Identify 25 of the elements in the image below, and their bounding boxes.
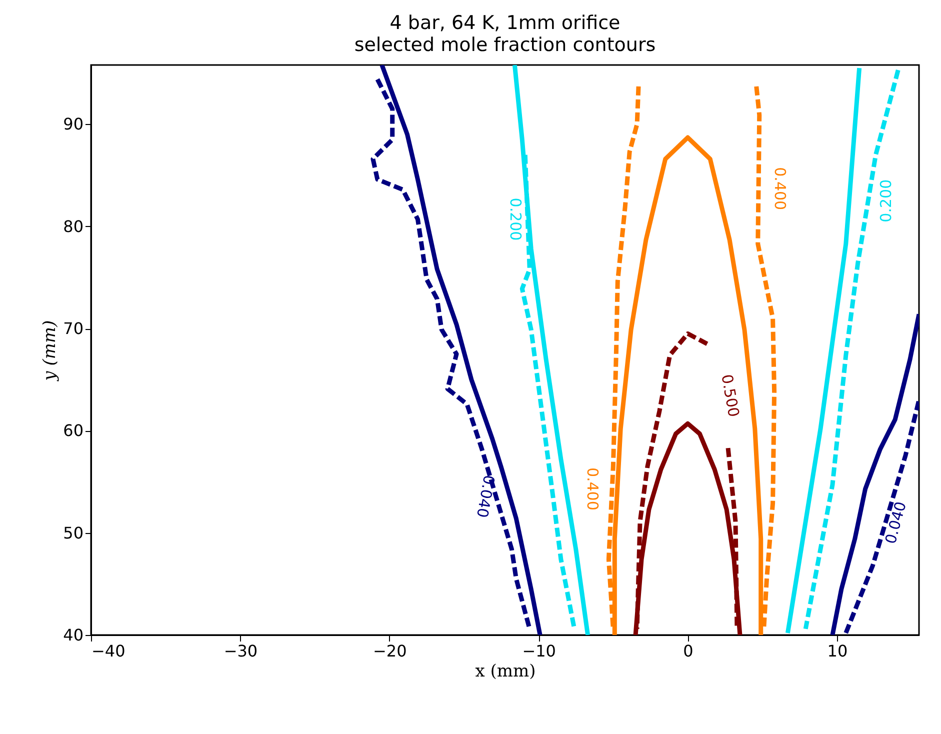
x-tick-label: −40 — [92, 642, 126, 660]
x-tick-label: −30 — [224, 642, 258, 660]
chart-title: 4 bar, 64 K, 1mm orifice — [390, 12, 620, 34]
y-tick-label: 50 — [63, 523, 84, 542]
annotation: 0.040 — [472, 474, 498, 520]
line-series — [830, 312, 919, 635]
x-tick-label: −20 — [372, 642, 407, 660]
y-tick-label: 90 — [63, 114, 84, 134]
x-tick-label: 10 — [827, 642, 848, 660]
y-tick-label: 40 — [63, 626, 84, 644]
x-axis-title: x (mm) — [475, 662, 536, 682]
x-tick-label: −10 — [522, 642, 556, 660]
annotation: 0.400 — [770, 167, 789, 210]
annotation: 0.500 — [718, 372, 743, 418]
annotation: 0.040 — [881, 500, 910, 546]
y-tick-label: 80 — [63, 216, 84, 236]
chart-subtitle: selected mole fraction contours — [354, 34, 656, 56]
y-axis-title: y (mm) — [40, 320, 60, 382]
x-tick-label: 0 — [683, 642, 694, 660]
line-series — [785, 66, 862, 635]
annotation: 0.400 — [584, 467, 602, 510]
annotation: 0.200 — [506, 198, 525, 241]
annotation: 0.200 — [876, 179, 895, 222]
y-tick-label: 60 — [63, 421, 84, 440]
y-tick-label: 70 — [63, 319, 84, 338]
